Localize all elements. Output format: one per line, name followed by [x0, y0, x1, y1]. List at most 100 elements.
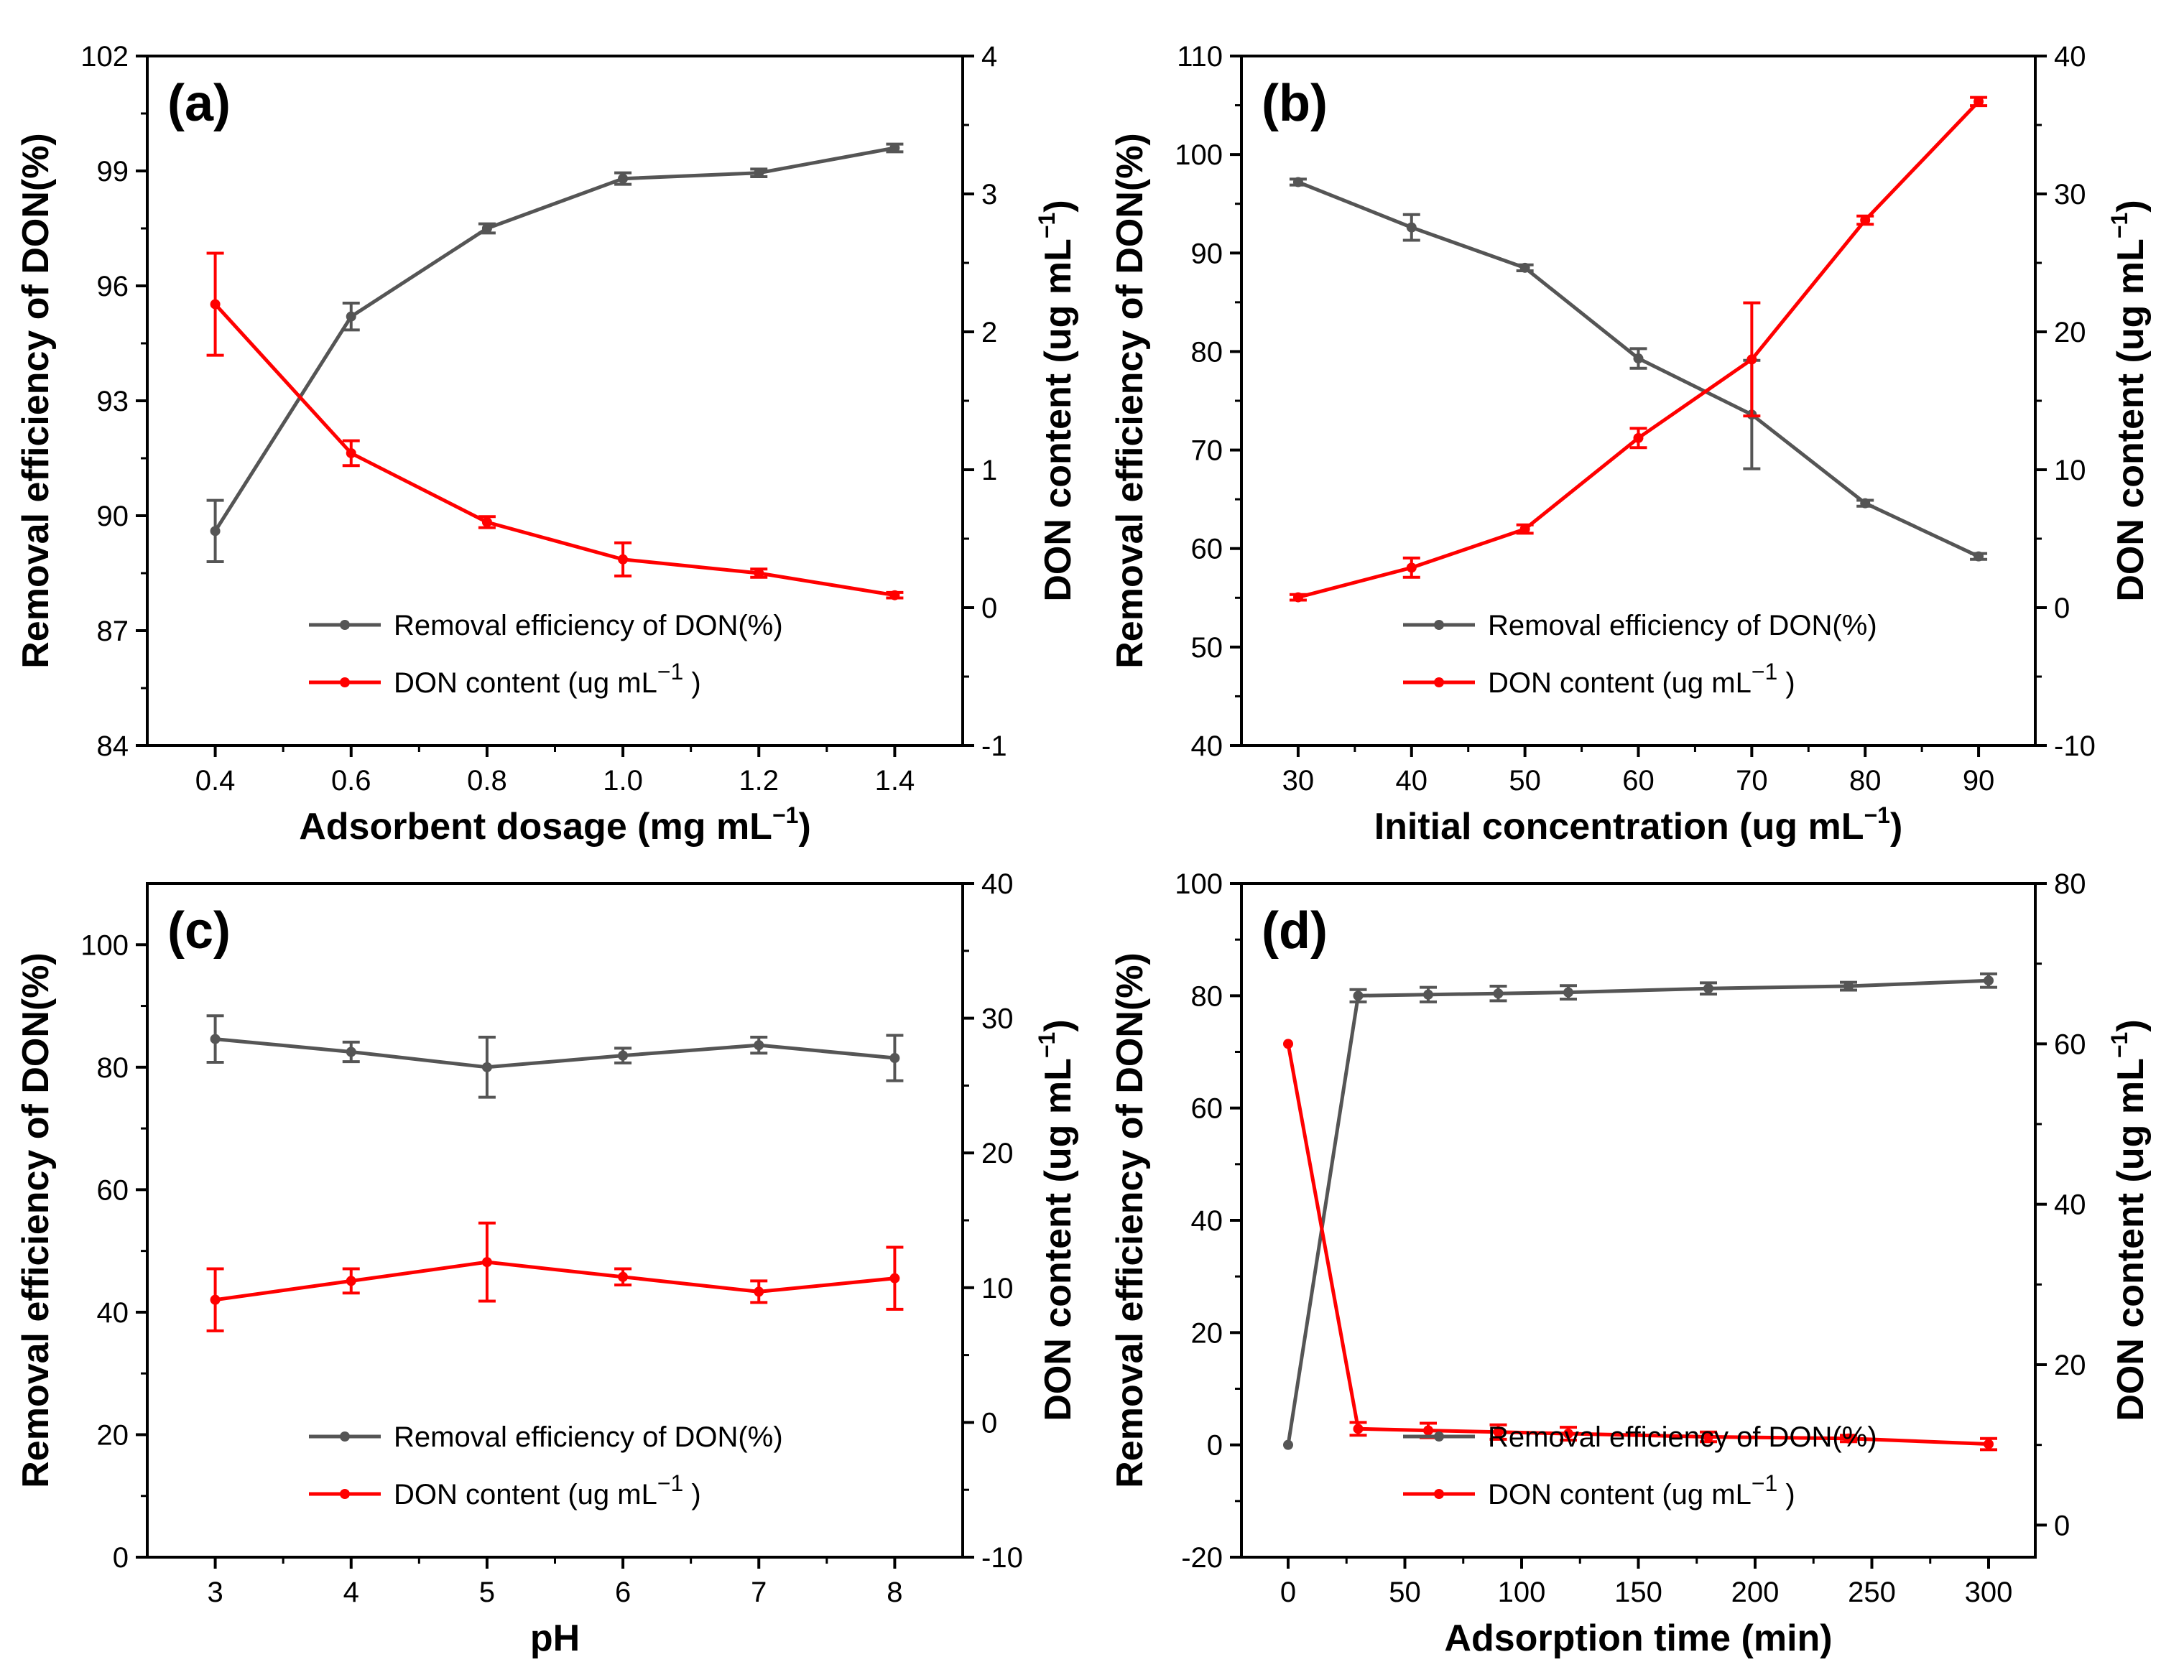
y2-axis-title-sup: −1 — [1034, 213, 1060, 238]
data-point — [1843, 981, 1854, 992]
y-tick-label: 80 — [97, 1052, 129, 1084]
y2-axis-title-main: DON content (ug mL — [1037, 238, 1079, 602]
y2-axis-title-suffix: ) — [1037, 1019, 1079, 1031]
y-tick-label: 93 — [97, 386, 129, 417]
x-tick-label: 0.8 — [467, 765, 507, 797]
x-tick-label: 0 — [1280, 1577, 1296, 1608]
x-axis-title-sup: −1 — [772, 802, 798, 828]
y2-tick-label: 4 — [981, 41, 997, 73]
legend-entry: Removal efficiency of DON(%) — [309, 610, 783, 641]
x-tick-label: 8 — [887, 1577, 902, 1608]
y2-tick-label: 0 — [2054, 1510, 2070, 1541]
data-point — [1984, 1439, 1994, 1449]
data-point — [754, 167, 764, 178]
data-point — [1984, 975, 1994, 986]
legend-text-main: Removal efficiency of DON(%) — [1488, 610, 1877, 641]
y2-tick-label: 20 — [981, 1138, 1014, 1169]
y2-axis-title: DON content (ug mL−1) — [1034, 1019, 1079, 1421]
series-1 — [1289, 96, 1988, 603]
legend-marker — [1434, 1489, 1444, 1499]
legend-text-main: Removal efficiency of DON(%) — [1488, 1421, 1877, 1453]
x-tick-label: 70 — [1736, 765, 1768, 797]
y2-tick-label: -10 — [2054, 730, 2096, 762]
legend-text-main: Removal efficiency of DON(%) — [394, 610, 783, 641]
y-tick-label: -20 — [1181, 1542, 1223, 1574]
data-point — [1519, 262, 1530, 273]
x-axis-title-main: Initial concentration (ug mL — [1374, 806, 1864, 848]
x-axis-title: Initial concentration (ug mL−1) — [1374, 802, 1903, 848]
y-axis-title-main: Removal efficiency of DON(%) — [15, 133, 57, 669]
data-point — [1860, 498, 1871, 509]
legend-text-main: DON content (ug mL — [394, 1479, 657, 1510]
y2-tick-label: 3 — [981, 179, 997, 210]
panel-label: (d) — [1262, 902, 1328, 960]
series-0 — [206, 1014, 904, 1099]
y-tick-label: 40 — [1191, 1205, 1223, 1237]
data-point — [210, 299, 221, 310]
x-axis-title-main: pH — [530, 1618, 580, 1659]
legend-text-main: DON content (ug mL — [1488, 667, 1752, 699]
chart-panel-0: 0.4 0.6 0.8 1.0 1.2 1.4 84 87 90 93 96 99 102 -1 0 1 2 3 4… — [15, 41, 1079, 848]
data-point — [754, 568, 764, 578]
series-line — [1286, 1043, 1989, 1446]
series-line — [215, 1037, 895, 1069]
y2-tick-label: 40 — [981, 868, 1014, 900]
data-point — [1353, 990, 1364, 1001]
legend-entry: DON content (ug mL−1 ) — [1403, 659, 1795, 699]
data-point — [754, 1040, 764, 1051]
plot-frame — [1240, 55, 2037, 747]
y-tick-label: 80 — [1191, 336, 1223, 368]
data-point — [1406, 562, 1417, 573]
data-point — [1353, 1424, 1364, 1434]
y2-tick-label: 2 — [981, 317, 997, 348]
y-tick-label: 90 — [97, 501, 129, 532]
y2-axis-title-sup: −1 — [1034, 1032, 1060, 1058]
x-tick-label: 80 — [1849, 765, 1882, 797]
x-tick-label: 7 — [751, 1577, 767, 1608]
data-point — [1703, 983, 1713, 994]
data-point — [618, 1271, 629, 1282]
legend-text-suffix: ) — [683, 1479, 700, 1510]
x-tick-label: 30 — [1282, 765, 1315, 797]
y2-tick-label: -1 — [981, 730, 1007, 762]
y-axis-title: Removal efficiency of DON(%) — [15, 133, 57, 669]
y-tick-label: 80 — [1191, 980, 1223, 1012]
y-tick-label: 60 — [1191, 534, 1223, 565]
x-tick-label: 3 — [207, 1577, 223, 1608]
legend-text-main: DON content (ug mL — [394, 667, 657, 699]
x-tick-label: 60 — [1622, 765, 1655, 797]
y-tick-label: 40 — [1191, 730, 1223, 762]
plot-frame — [146, 882, 964, 1559]
y2-axis-title: DON content (ug mL−1) — [2106, 1019, 2152, 1421]
y2-axis-title-suffix: ) — [1037, 200, 1079, 212]
y2-axis-title-main: DON content (ug mL — [2110, 238, 2152, 602]
x-tick-label: 200 — [1731, 1577, 1780, 1608]
series-1 — [206, 1221, 904, 1332]
x-tick-label: 150 — [1614, 1577, 1662, 1608]
data-point — [481, 1062, 492, 1072]
data-point — [210, 1294, 221, 1305]
y2-tick-label: 0 — [981, 593, 997, 624]
x-tick-label: 40 — [1396, 765, 1428, 797]
legend-marker — [340, 620, 350, 630]
series-0 — [1289, 177, 1988, 562]
y2-tick-label: 30 — [981, 1003, 1014, 1035]
series-1 — [206, 251, 904, 600]
legend-entry: DON content (ug mL−1 ) — [309, 1470, 701, 1510]
legend-text: DON content (ug mL−1 ) — [1488, 1470, 1795, 1510]
data-point — [1563, 987, 1573, 998]
data-point — [481, 516, 492, 527]
y2-tick-label: 0 — [981, 1407, 997, 1439]
x-axis-title-main: Adsorbent dosage (mg mL — [299, 806, 772, 848]
y2-tick-label: 0 — [2054, 593, 2070, 624]
series-0 — [206, 142, 904, 563]
x-axis-title-suffix: ) — [798, 806, 810, 848]
data-point — [1703, 1431, 1713, 1442]
legend-marker — [1434, 620, 1444, 630]
data-point — [1292, 177, 1303, 187]
y-tick-label: 0 — [113, 1542, 129, 1574]
data-point — [1860, 215, 1871, 226]
data-point — [1974, 551, 1984, 562]
legend-text-sup: −1 — [657, 1470, 683, 1496]
data-point — [889, 143, 900, 153]
